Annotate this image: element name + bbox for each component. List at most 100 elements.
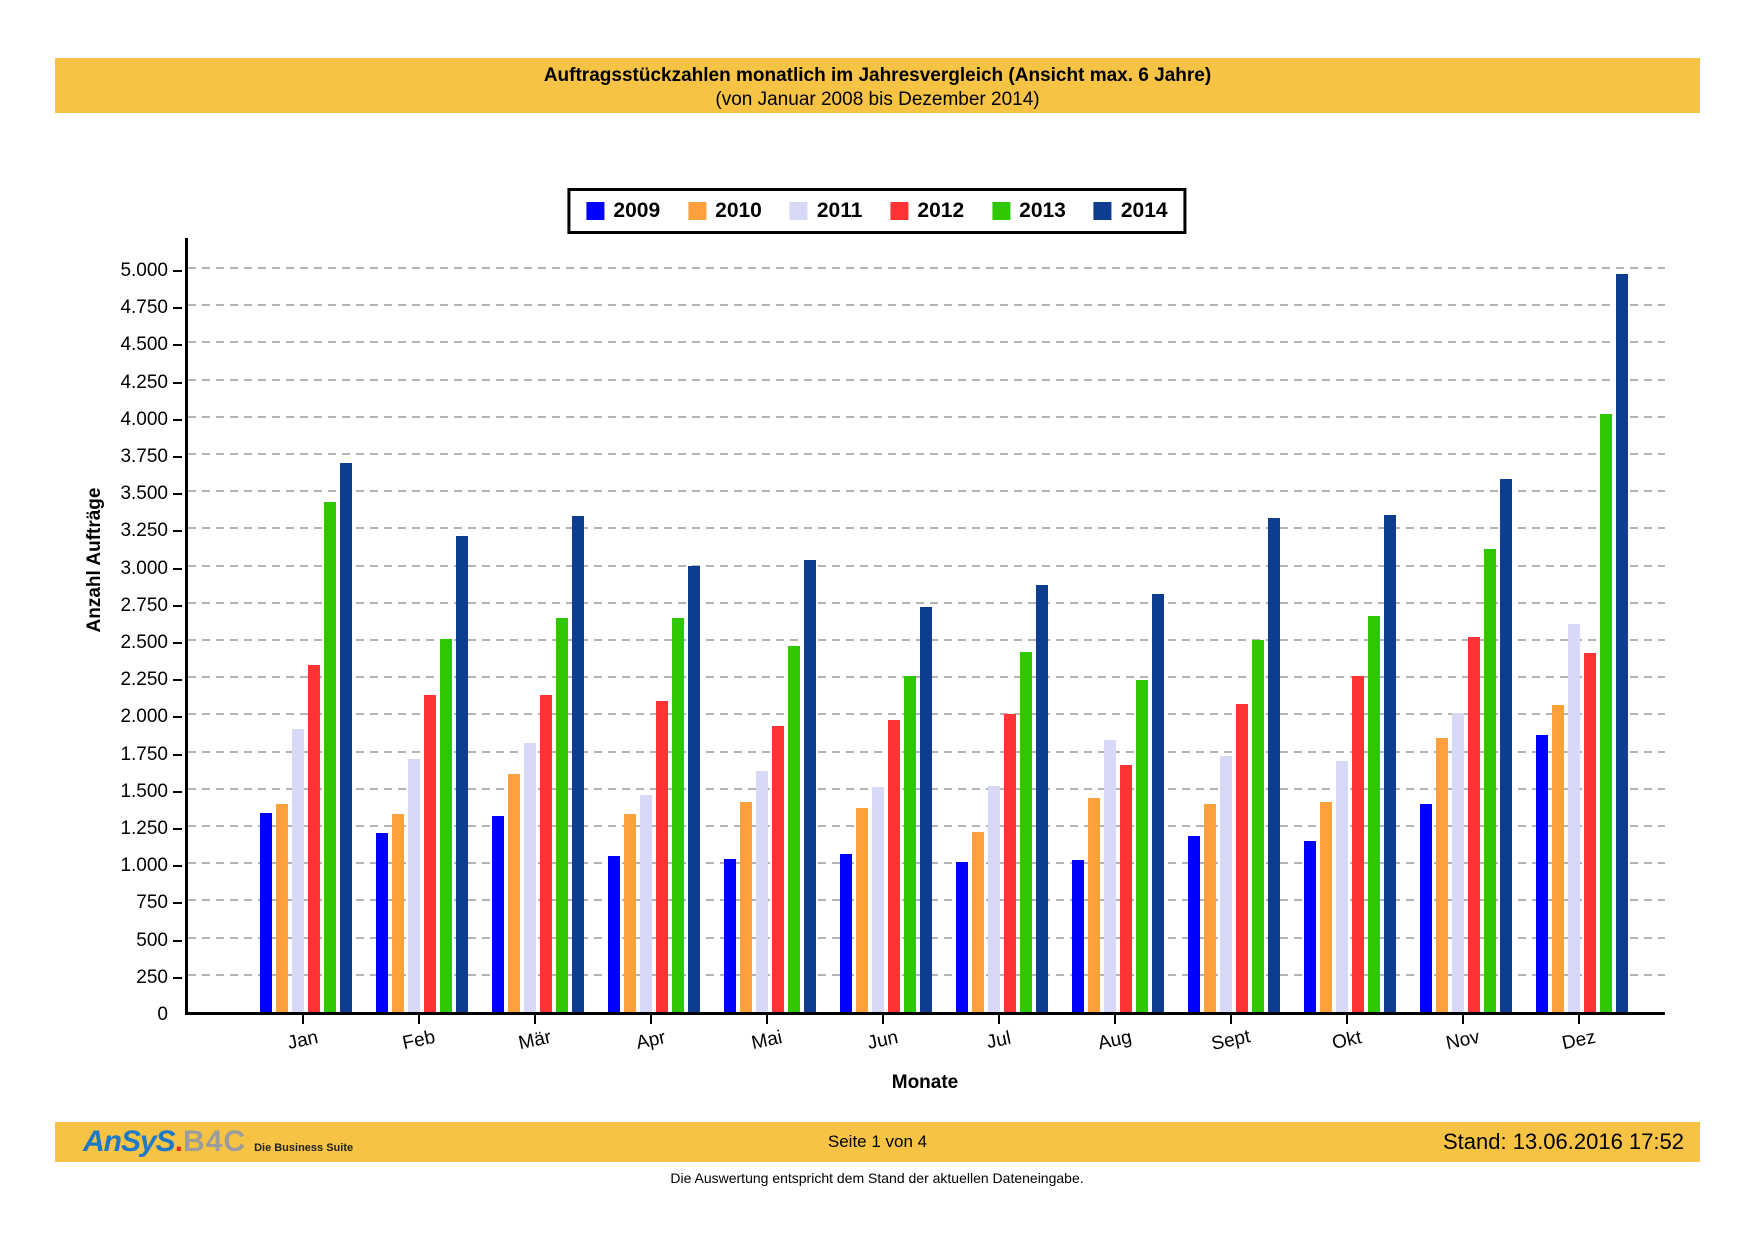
chart-title: Auftragsstückzahlen monatlich im Jahresv… [543, 65, 1212, 86]
legend-swatch-2012 [890, 202, 909, 220]
y-tick-label: 1.750 [120, 743, 168, 765]
legend-item-2011: 2011 [789, 199, 863, 223]
bar-2013-Aug [1136, 680, 1148, 1012]
bar-2014-Aug [1152, 594, 1164, 1012]
y-tick-label: 3.000 [120, 557, 168, 579]
bar-2013-Jul [1020, 652, 1032, 1012]
month-label-Sept: Sept [1209, 1026, 1253, 1055]
y-tick-mark [173, 865, 182, 868]
bar-2013-Mai [788, 646, 800, 1012]
bar-group-Okt [1304, 238, 1396, 1012]
bar-2010-Apr [624, 814, 636, 1012]
bar-2009-Jan [260, 813, 272, 1012]
bar-group-Apr [608, 238, 700, 1012]
bar-2013-Apr [672, 618, 684, 1012]
x-tick-mark [418, 1015, 420, 1024]
y-tick-label: 3.250 [120, 520, 168, 542]
bar-2011-Jul [988, 786, 1000, 1012]
y-tick-mark [173, 456, 182, 458]
legend-label-2009: 2009 [613, 199, 661, 222]
bar-2010-Mär [508, 774, 520, 1012]
y-tick-mark [173, 604, 182, 607]
y-tick-label: 4.500 [120, 334, 168, 356]
legend-label-2013: 2013 [1019, 199, 1066, 222]
bar-2009-Aug [1072, 860, 1084, 1012]
bar-2011-Sept [1220, 756, 1232, 1012]
bar-2013-Mär [556, 618, 568, 1012]
chart-subtitle: (von Januar 2008 bis Dezember 2014) [715, 89, 1040, 110]
bar-2010-Jun [856, 808, 868, 1012]
x-tick-mark [302, 1015, 304, 1024]
x-tick-mark [1462, 1015, 1464, 1024]
y-tick-label: 4.000 [120, 408, 168, 430]
bar-2012-Feb [424, 695, 436, 1012]
month-label-Jan: Jan [285, 1027, 321, 1054]
y-tick-label: 2.500 [120, 632, 168, 653]
legend-swatch-2013 [992, 202, 1011, 220]
gridline-4.500 [188, 341, 1665, 344]
x-axis-title: Monate [891, 1072, 959, 1093]
month-label-Okt: Okt [1330, 1027, 1364, 1054]
bar-2009-Nov [1420, 804, 1432, 1012]
logo-tagline: Die Business Suite [254, 1142, 354, 1154]
bar-group-Jan [260, 238, 352, 1012]
gridline-3.250 [188, 527, 1665, 530]
bar-2014-Jan [340, 463, 352, 1012]
bar-2013-Nov [1484, 549, 1496, 1012]
bar-2014-Apr [688, 566, 700, 1012]
y-tick-mark [173, 828, 182, 830]
bar-2010-Aug [1088, 798, 1100, 1012]
legend-label-2011: 2011 [816, 199, 863, 222]
y-tick-mark [173, 530, 182, 533]
plot-area [185, 238, 1665, 1015]
bar-2012-Jan [308, 665, 320, 1012]
bar-2012-Sept [1236, 704, 1248, 1012]
y-tick-mark [173, 344, 182, 347]
bar-2011-Dez [1568, 624, 1580, 1012]
bar-2009-Okt [1304, 841, 1316, 1012]
x-tick-mark [1346, 1015, 1348, 1024]
month-label-Mai: Mai [749, 1027, 785, 1054]
bar-2014-Jul [1036, 585, 1048, 1012]
title-banner: Auftragsstückzahlen monatlich im Jahresv… [55, 58, 1700, 113]
logo-ansys-text: AnSyS [83, 1125, 176, 1158]
legend-swatch-2010 [688, 202, 707, 220]
bar-2010-Sept [1204, 804, 1216, 1012]
y-tick-label: 250 [136, 966, 168, 988]
y-tick-label: 2.000 [120, 706, 168, 728]
y-tick-mark [173, 493, 182, 496]
gridline-5.000 [188, 267, 1665, 269]
x-tick-mark [1578, 1015, 1580, 1024]
bar-2012-Jul [1004, 714, 1016, 1012]
y-tick-label: 750 [136, 892, 168, 914]
ansys-b4c-logo: AnSyS. B4C Die Business Suite [83, 1125, 353, 1159]
bar-2011-Nov [1452, 713, 1464, 1012]
x-tick-mark [1230, 1015, 1232, 1024]
bar-2012-Mär [540, 695, 552, 1012]
y-tick-label: 500 [136, 929, 168, 951]
bar-2012-Dez [1584, 653, 1596, 1012]
y-tick-mark [173, 716, 182, 719]
month-label-Feb: Feb [400, 1026, 438, 1055]
month-label-Jul: Jul [984, 1027, 1013, 1054]
y-tick-mark [173, 939, 182, 942]
bar-2012-Jun [888, 720, 900, 1012]
x-tick-mark [882, 1015, 884, 1024]
legend-item-2012: 2012 [890, 199, 964, 223]
y-tick-label: 1.500 [120, 780, 168, 802]
bar-2009-Mai [724, 859, 736, 1012]
gridline-3.750 [188, 453, 1665, 455]
gridline-3.500 [188, 490, 1665, 493]
legend-item-2010: 2010 [688, 199, 762, 223]
bar-2012-Mai [772, 726, 784, 1012]
bar-2013-Sept [1252, 640, 1264, 1012]
gridline-4.250 [188, 378, 1665, 381]
bar-2014-Feb [456, 536, 468, 1012]
y-tick-label: 5.000 [120, 260, 168, 281]
x-tick-mark [534, 1015, 536, 1024]
y-tick-mark [173, 753, 182, 756]
bar-2009-Jun [840, 854, 852, 1012]
bar-2011-Mai [756, 771, 768, 1012]
bar-2013-Dez [1600, 414, 1612, 1012]
bar-2011-Okt [1336, 761, 1348, 1012]
